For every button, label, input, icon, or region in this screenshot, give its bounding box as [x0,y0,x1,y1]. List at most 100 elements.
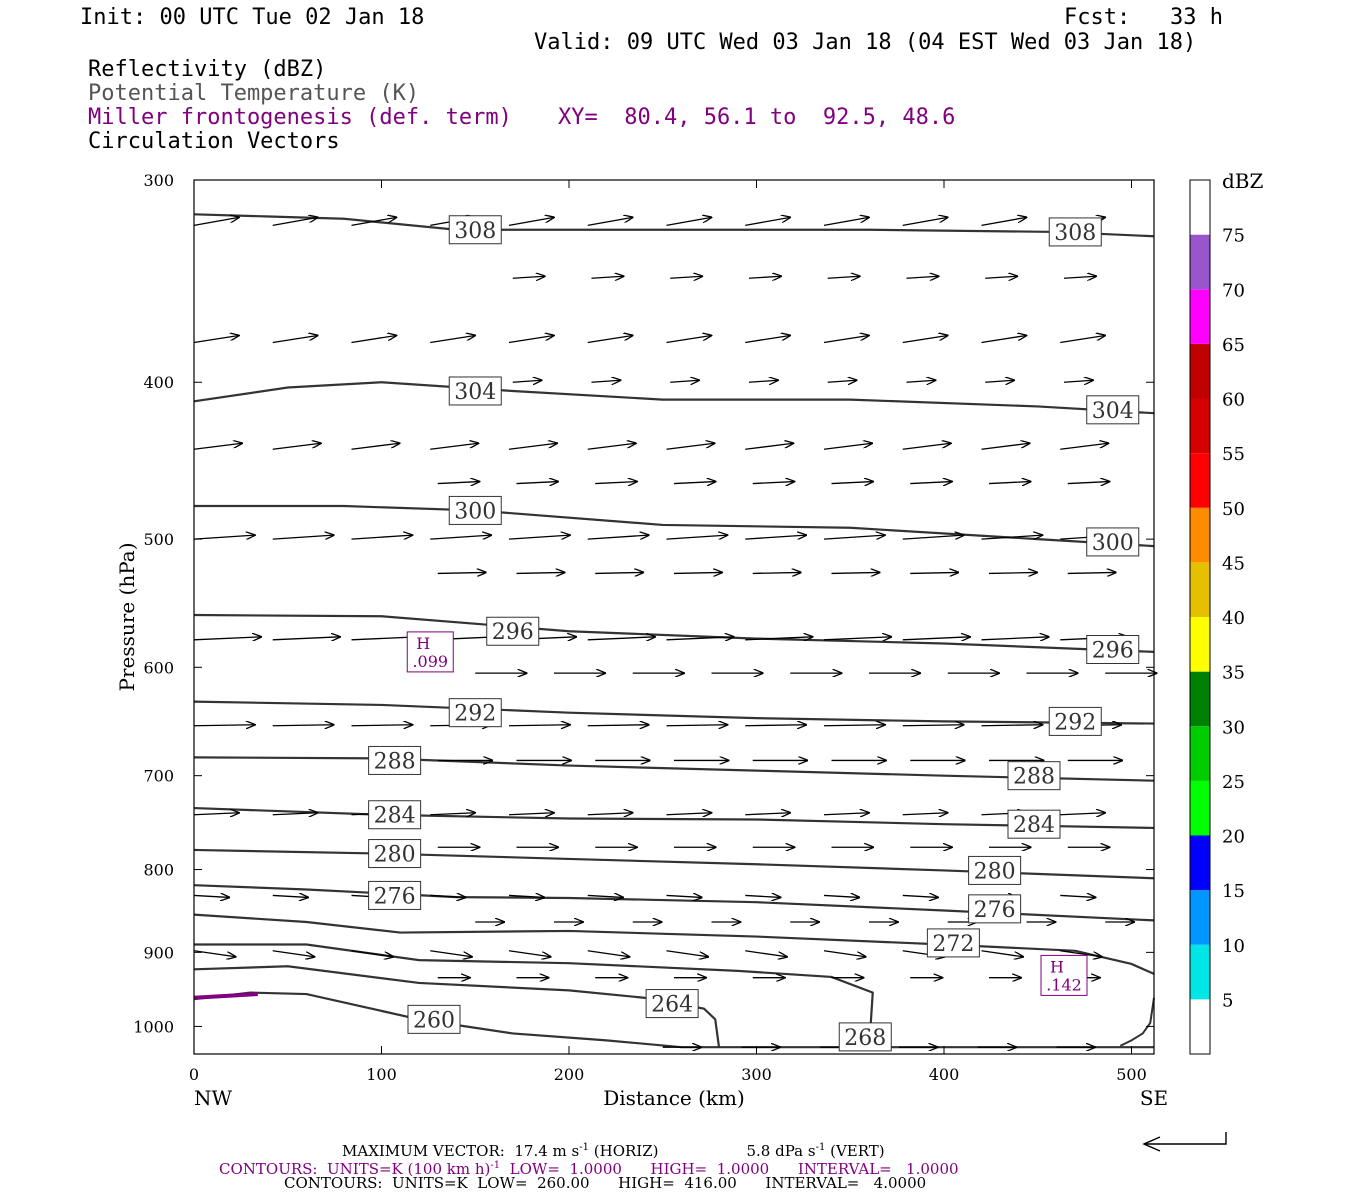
circulation-vector [666,535,728,540]
circulation-vector [193,813,239,815]
contour-label: 280 [374,843,416,868]
contour-label: 284 [1013,813,1055,838]
theta-contour-284 [193,806,1155,830]
contour-label-box [486,616,540,646]
theta-contour-276 [193,884,1155,922]
circulation-vector [508,950,551,957]
contour-label: 280 [974,859,1016,884]
contour-label: 268 [844,1026,886,1051]
colorbar-swatch [1190,999,1210,1054]
max-vector-prefix: MAXIMUM VECTOR: 17.4 m s [342,1142,580,1160]
colorbar-swatch [1190,671,1210,727]
circulation-vector [831,572,880,573]
circulation-vector [587,535,649,540]
circulation-vector [985,380,1014,382]
circulation-vector [902,535,964,540]
circulation-vector [827,380,857,382]
contour-label-box [368,880,422,910]
circulation-vector [351,217,397,227]
circulation-vector [193,535,255,540]
circulation-vector [748,276,781,278]
contour-label-box [1048,706,1102,736]
circulation-vector [508,725,570,726]
colorbar-level: 55 [1222,444,1245,465]
x-tick-label: 100 [366,1065,397,1084]
colorbar-swatch [1190,180,1210,235]
theta-contour-296 [193,613,1155,654]
circulation-vector [670,276,702,278]
circulation-vector [512,276,545,278]
colorbar-level: 70 [1222,280,1245,301]
circulation-vector [823,950,866,957]
circulation-vector [272,813,318,815]
circulation-vector [512,380,542,382]
circulation-vector [666,637,734,640]
contour-label: 276 [374,884,416,909]
circulation-vector [587,217,633,227]
circulation-vector [666,813,712,815]
circulation-vector [587,443,636,450]
circulation-vector [508,535,570,540]
contour-label-box [407,1004,461,1034]
reference-vector [1142,1132,1227,1152]
circulation-vector [670,380,699,382]
field-theta: Potential Temperature (K) [88,81,420,106]
colorbar-swatch [1190,562,1210,617]
circulation-vector [673,572,722,573]
circulation-vector [981,535,1043,540]
circulation-vector [587,637,655,640]
contour-label-box [448,698,502,728]
circulation-vector [745,813,790,815]
y-tick-label: 400 [143,373,174,392]
circulation-vector [906,380,936,382]
circulation-vector [745,535,806,540]
circulation-vector [193,443,242,450]
contour-label: 292 [1054,710,1096,735]
circulation-vector [823,335,869,344]
circulation-vector [988,482,1031,484]
colorbar-level: 25 [1222,772,1245,793]
circulation-vector [591,380,621,382]
circulation-vector [666,725,728,726]
circulation-vector [272,335,318,344]
contour-label: 304 [454,380,496,405]
circulation-vector [430,895,465,897]
contour-label: 276 [974,898,1016,923]
circulation-vector [823,535,885,540]
circulation-vector [902,725,964,726]
circulation-vector [910,572,958,573]
circulation-vector [1067,572,1116,573]
circulation-vector [272,950,315,957]
y-tick-label: 600 [143,658,174,677]
circulation-vector [981,950,1024,957]
circulation-vector [823,725,885,726]
colorbar-swatch [1190,507,1210,563]
y-axis-title: Pressure (hPa) [115,543,139,692]
colorbar-level: 40 [1222,608,1245,629]
theta-contour-260 [193,991,1154,1049]
colorbar-level: 5 [1222,990,1233,1011]
colorbar-title: dBZ [1222,169,1264,193]
contours-theta-line: CONTOURS: UNITS=K LOW= 260.00 HIGH= 416.… [284,1174,927,1192]
circulation-vector [591,276,624,278]
contour-label-box [926,928,980,958]
circulation-vector [666,895,702,897]
circulation-vector [595,482,637,484]
colorbar-level: 75 [1222,226,1245,247]
x-tick-label: 500 [1116,1065,1147,1084]
theta-contour-300 [194,504,1155,548]
circulation-vector [272,443,321,450]
circulation-vector [745,637,812,640]
circulation-vector [981,335,1027,344]
circulation-vector [193,335,239,344]
circulation-vector [902,335,948,344]
colorbar-level: 45 [1222,553,1245,574]
colorbar-swatch [1190,726,1210,781]
forecast-hour: Fcst: 33 h [1064,5,1223,30]
circulation-vector [745,217,790,227]
circulation-vector [272,725,334,726]
contour-label-box [968,855,1022,885]
contour-label-box [1007,761,1061,791]
theta-contour-264 [193,965,721,1048]
circulation-vector [902,895,938,897]
